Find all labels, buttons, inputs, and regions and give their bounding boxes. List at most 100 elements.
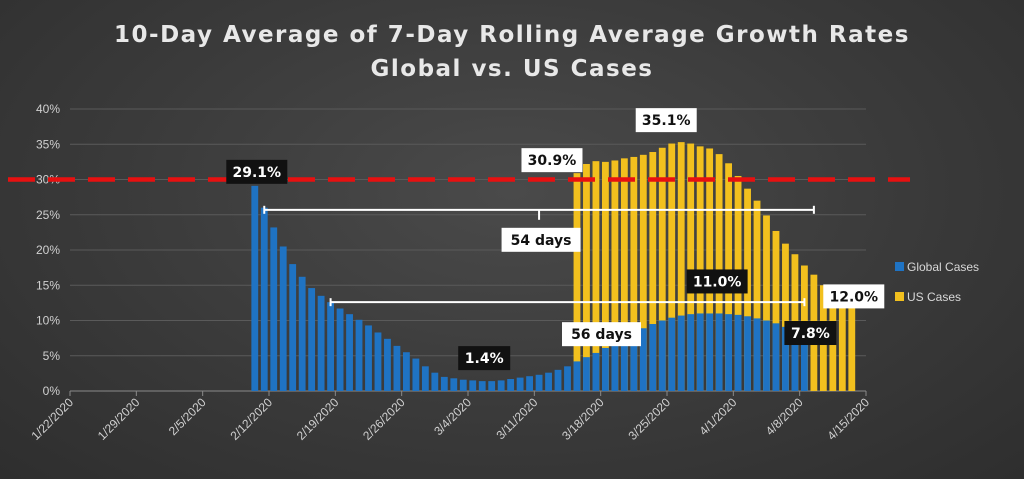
- y-tick-label: 0%: [43, 384, 61, 398]
- x-tick-label: 4/1/2020: [697, 395, 740, 438]
- global-cases-bar: [365, 325, 372, 391]
- legend-swatch: [895, 262, 904, 271]
- us-cases-bar: [630, 156, 638, 391]
- us-cases-bar: [583, 163, 590, 391]
- us-cases-bar: [753, 200, 761, 391]
- global-cases-bar: [459, 379, 467, 391]
- us-cases-bar: [696, 146, 704, 391]
- legend-swatch: [895, 292, 904, 301]
- global-cases-bar: [402, 352, 410, 391]
- callout-global-last: 7.8%: [791, 326, 830, 342]
- callout-global-min-box: [458, 346, 511, 371]
- us-cases-bar: [601, 161, 609, 391]
- x-tick-label: 1/29/2020: [95, 395, 143, 443]
- y-tick-label: 20%: [36, 243, 60, 257]
- callout-us-peak: 35.1%: [642, 113, 691, 129]
- us-cases-bar: [763, 215, 770, 391]
- global-cases-bar: [763, 320, 770, 391]
- callout-56-days: 56 days: [571, 327, 632, 343]
- global-cases-bar: [564, 366, 571, 391]
- global-cases-bar: [336, 308, 344, 391]
- us-cases-bar: [639, 154, 647, 391]
- us-cases-bar: [677, 142, 685, 391]
- global-cases-bar: [800, 336, 808, 391]
- x-tick-label: 4/8/2020: [763, 395, 806, 438]
- global-cases-bar: [734, 314, 742, 391]
- callout-us-peak-box: [635, 108, 697, 133]
- callout-56-days-box: [562, 322, 641, 347]
- global-cases-bar: [317, 295, 325, 391]
- x-tick-label: 3/4/2020: [431, 395, 474, 438]
- us-cases-bar: [611, 160, 619, 391]
- global-cases-bar: [393, 345, 401, 391]
- span-brackets: [263, 205, 815, 307]
- global-cases-bar: [526, 376, 534, 391]
- global-cases-bar: [687, 314, 695, 391]
- global-cases-bar: [677, 315, 685, 391]
- y-tick-label: 40%: [36, 102, 60, 116]
- callout-us-last-box: [823, 284, 885, 309]
- global-cases-bar: [260, 207, 268, 391]
- global-cases-bar: [469, 380, 477, 391]
- legend-label: US Cases: [907, 290, 961, 304]
- callout-us-last: 12.0%: [829, 289, 878, 305]
- global-cases-bar: [478, 381, 486, 391]
- global-cases-bar: [289, 264, 297, 391]
- chart-subtitle-line: Global vs. US Cases: [370, 56, 654, 82]
- x-axis: 1/22/2020 1/29/2020 2/5/2020 2/12/2020 2/19/…: [28, 391, 872, 443]
- global-cases-bar: [507, 379, 515, 391]
- global-cases-bar: [601, 347, 609, 391]
- global-cases-bar: [620, 338, 628, 391]
- global-cases-bar: [412, 358, 420, 391]
- global-cases-bar: [592, 352, 600, 391]
- global-cases-bar: [791, 331, 799, 391]
- global-cases-bar: [431, 372, 439, 391]
- global-cases-bar: [355, 319, 363, 391]
- global-cases-bar: [327, 302, 335, 391]
- callout-us-first: 30.9%: [528, 153, 577, 169]
- global-cases-bar: [658, 320, 666, 391]
- global-cases-bar: [545, 372, 552, 391]
- global-cases-bar: [308, 288, 316, 391]
- global-cases-bar: [421, 366, 429, 391]
- x-tick-label: 4/15/2020: [824, 395, 872, 443]
- global-cases-bar: [573, 361, 581, 391]
- global-cases-bar: [696, 313, 704, 391]
- global-cases-bar: [270, 227, 278, 391]
- chart-title-line: 10-Day Average of 7-Day Rolling Average …: [114, 22, 910, 48]
- global-cases-bar: [583, 357, 590, 391]
- x-tick-label: 1/22/2020: [28, 395, 76, 443]
- global-cases-bar: [384, 338, 391, 391]
- global-cases-bar: [649, 324, 657, 391]
- y-tick-label: 15%: [36, 278, 60, 292]
- us-cases-bar: [838, 298, 846, 391]
- y-tick-label: 10%: [36, 314, 60, 328]
- y-tick-label: 5%: [43, 349, 61, 363]
- x-tick-label: 3/18/2020: [559, 395, 607, 443]
- global-cases-bar: [554, 369, 562, 391]
- global-cases-bars: [251, 185, 808, 391]
- us-cases-bar: [782, 243, 789, 391]
- global-cases-bar: [639, 328, 647, 391]
- global-cases-bar: [346, 314, 353, 391]
- us-cases-bar: [592, 161, 600, 391]
- y-tick-label: 35%: [36, 137, 60, 151]
- us-cases-bar: [848, 306, 856, 391]
- global-cases-bar: [611, 343, 619, 391]
- us-cases-bar: [687, 143, 695, 391]
- global-cases-bar: [450, 378, 458, 391]
- x-tick-label: 3/11/2020: [493, 395, 540, 442]
- global-cases-bar: [488, 381, 496, 391]
- callout-global-recent-peak-box: [686, 269, 748, 294]
- global-cases-bar: [668, 317, 676, 391]
- us-cases-bar: [620, 158, 628, 391]
- us-cases-bars: [573, 142, 856, 391]
- y-tick-label: 25%: [36, 208, 60, 222]
- legend: Global Cases US Cases: [895, 260, 979, 304]
- global-cases-bar: [251, 185, 259, 391]
- callout-global-peak-box: [226, 159, 288, 184]
- x-tick-label: 3/25/2020: [625, 395, 673, 443]
- global-cases-bar: [279, 246, 287, 391]
- legend-label: Global Cases: [907, 260, 979, 274]
